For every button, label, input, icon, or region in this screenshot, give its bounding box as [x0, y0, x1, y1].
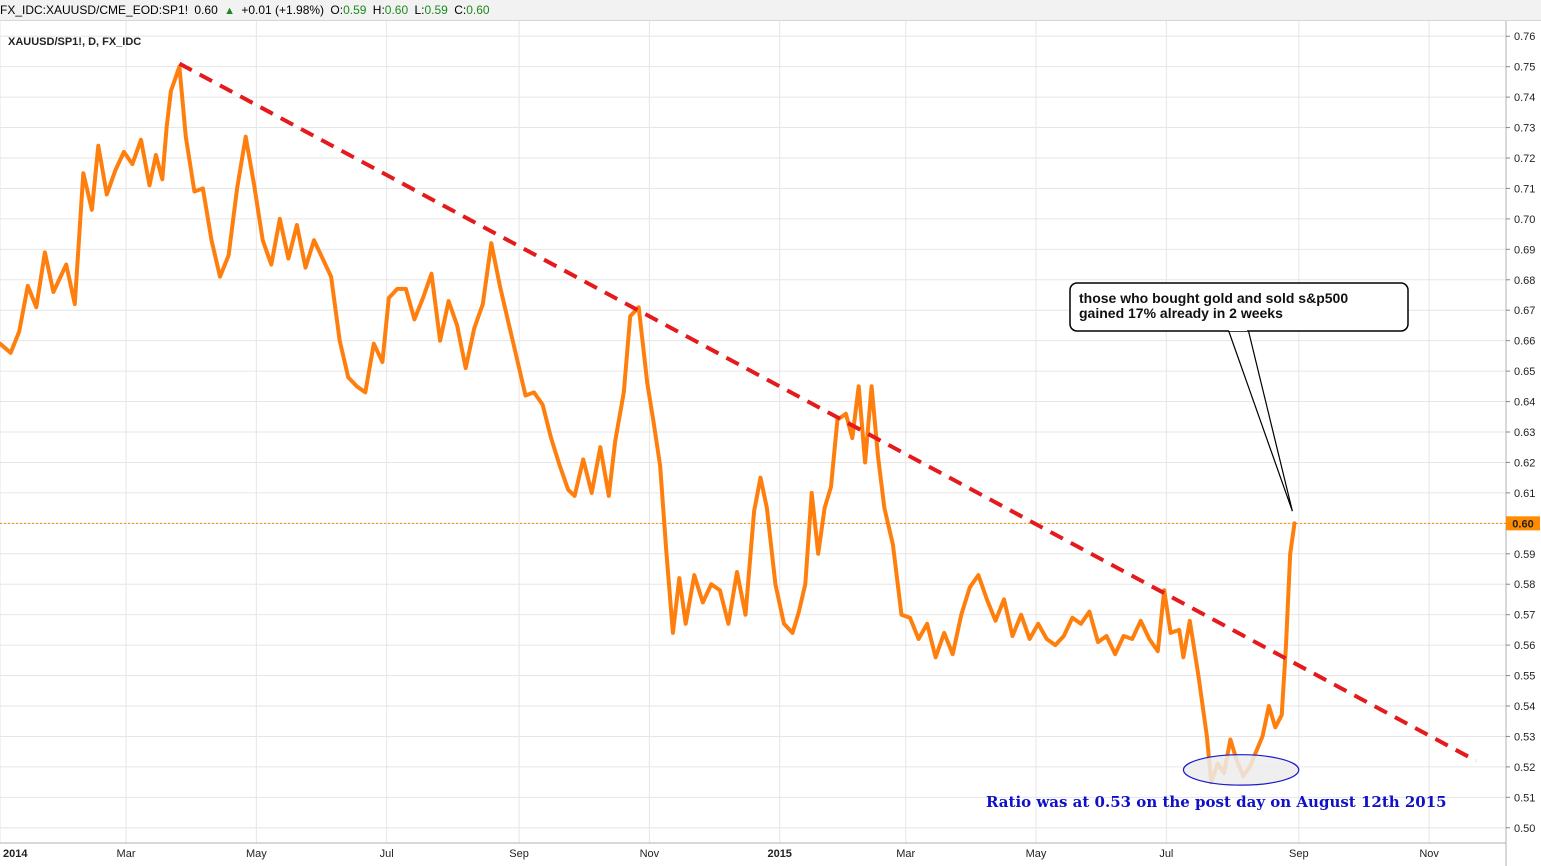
price-tick-label: 0.64 [1514, 397, 1535, 409]
time-tick-label: Sep [509, 848, 529, 860]
price-tick-label: 0.71 [1514, 183, 1535, 195]
time-scale[interactable]: 2014 Mar May Jul Sep Nov 2015 Mar May Jul Sep Nov [3, 848, 1439, 860]
chart-area[interactable]: 0.76 0.75 0.74 0.73 0.72 0.71 0.70 0.69 0.68 0.67… [0, 21, 1541, 866]
price-tick-label: 0.67 [1514, 305, 1535, 317]
low-label: L: [414, 3, 425, 17]
price-tick-label: 0.63 [1514, 427, 1535, 439]
price-change: +0.01 (+1.98%) [241, 3, 325, 17]
price-tick-label: 0.52 [1514, 762, 1535, 774]
price-tick-label: 0.65 [1514, 366, 1535, 378]
low-value: 0.59 [424, 3, 448, 17]
price-tick-label: 0.55 [1514, 671, 1535, 683]
time-tick-label: 2015 [767, 848, 791, 860]
callout-line-2: gained 17% already in 2 weeks [1079, 305, 1283, 321]
time-tick-label: 2014 [3, 848, 28, 860]
price-tick-label: 0.59 [1514, 549, 1535, 561]
up-triangle-icon: ▲ [224, 5, 235, 17]
price-tick-label: 0.54 [1514, 701, 1535, 713]
price-tick-label: 0.58 [1514, 579, 1535, 591]
time-tick-label: Jul [380, 848, 394, 860]
price-tick-label: 0.75 [1514, 62, 1535, 74]
time-tick-label: Nov [640, 848, 660, 860]
callout-pointer [1227, 328, 1293, 512]
price-scale[interactable]: 0.76 0.75 0.74 0.73 0.72 0.71 0.70 0.69 0.68 0.67… [1506, 31, 1535, 835]
time-tick-label: May [246, 848, 267, 860]
close-label: C: [454, 3, 467, 17]
open-label: O: [330, 3, 344, 17]
symbol-name[interactable]: FX_IDC:XAUUSD/CME_EOD:SP1! [0, 3, 189, 17]
price-tick-label: 0.68 [1514, 275, 1535, 287]
callout-line-1: those who bought gold and sold s&p500 [1079, 290, 1348, 306]
price-tick-label: 0.53 [1514, 731, 1535, 743]
last-price-badge-label: 0.60 [1512, 518, 1533, 530]
price-tick-label: 0.62 [1514, 457, 1535, 469]
high-value: 0.60 [384, 3, 409, 17]
time-tick-label: Nov [1419, 848, 1439, 860]
trendline[interactable] [178, 61, 1478, 763]
last-price: 0.60 [194, 3, 218, 17]
time-tick-label: Sep [1289, 848, 1309, 860]
annotation-note: Ratio was at 0.53 on the post day on Aug… [986, 793, 1447, 811]
high-label: H: [372, 3, 385, 17]
time-tick-label: May [1026, 848, 1047, 860]
series-line[interactable] [0, 64, 1297, 785]
price-tick-label: 0.51 [1514, 792, 1535, 804]
time-tick-label: Jul [1159, 848, 1173, 860]
last-price-badge [1506, 516, 1540, 531]
price-tick-label: 0.69 [1514, 244, 1535, 256]
bottom-ellipse-marker[interactable] [1182, 754, 1300, 786]
grid-lines [0, 21, 1506, 843]
symbol-header: FX_IDC:XAUUSD/CME_EOD:SP1! 0.60 ▲ +0.01 … [0, 0, 1541, 21]
price-tick-label: 0.74 [1514, 92, 1535, 104]
price-tick-label: 0.50 [1514, 823, 1535, 835]
chart-title: XAUUSD/SP1!, D, FX_IDC [8, 36, 141, 48]
price-tick-label: 0.72 [1514, 153, 1535, 165]
time-tick-label: Mar [896, 848, 915, 860]
price-tick-label: 0.73 [1514, 123, 1535, 135]
callout-pointer-base [1229, 327, 1247, 331]
price-tick-label: 0.70 [1514, 214, 1535, 226]
price-tick-label: 0.61 [1514, 488, 1535, 500]
price-tick-label: 0.56 [1514, 640, 1535, 652]
time-tick-label: Mar [117, 848, 136, 860]
price-tick-label: 0.76 [1514, 31, 1535, 43]
close-value: 0.60 [466, 3, 490, 17]
open-value: 0.59 [343, 3, 367, 17]
price-tick-label: 0.57 [1514, 610, 1535, 622]
price-tick-label: 0.66 [1514, 336, 1535, 348]
